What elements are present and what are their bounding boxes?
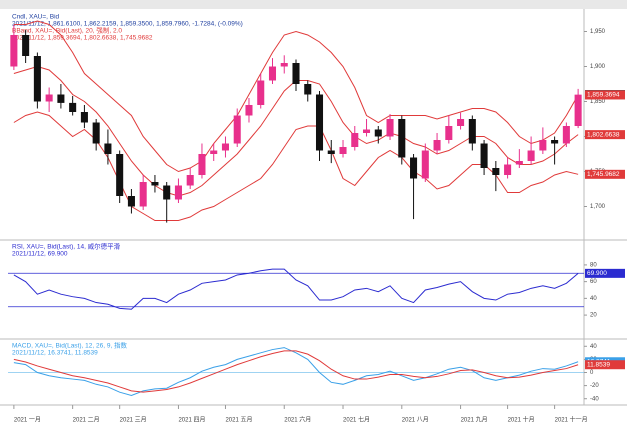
x-tick-label: 2021 十月	[508, 416, 535, 424]
series-line	[13, 268, 579, 310]
y-tick-label: 40	[590, 344, 597, 350]
candle-body	[374, 129, 382, 137]
candle-body	[292, 63, 300, 84]
panel-title: MACD, XAU=, Bid(Last), 12, 26, 9, 指数	[12, 341, 128, 350]
series-line	[13, 347, 579, 396]
candle-body	[198, 154, 206, 175]
candle-body	[139, 182, 147, 207]
candle-body	[116, 154, 124, 196]
candle-body	[104, 143, 112, 154]
candle-body	[45, 94, 53, 102]
y-tick-label: 1,900	[590, 64, 606, 70]
panel-title: Cndl, XAU=, Bid	[12, 14, 60, 21]
overlay-readout: 2021/11/12, 1,859.3694, 1,802.6638, 1,74…	[12, 35, 153, 42]
candle-body	[421, 150, 429, 179]
x-tick-label: 2021 八月	[402, 417, 429, 424]
candle-body	[327, 150, 335, 154]
top-bar	[0, 0, 627, 9]
y-tick-label: 20	[590, 313, 597, 319]
x-tick-label: 2021 三月	[120, 417, 147, 424]
series-line	[13, 350, 579, 393]
candle-body	[504, 164, 512, 175]
candle-body	[410, 157, 418, 179]
value-tag: 1,745.9682	[587, 171, 620, 178]
candle-body	[210, 150, 218, 154]
x-tick-label: 2021 六月	[284, 416, 311, 424]
candle-body	[492, 168, 500, 175]
candle-body	[80, 112, 88, 123]
candle-body	[280, 63, 288, 67]
candle-body	[22, 35, 30, 56]
candle-body	[33, 56, 41, 102]
y-tick-label: -20	[590, 383, 599, 389]
candle-body	[551, 140, 559, 144]
candle-body	[574, 94, 582, 126]
candle-body	[57, 94, 65, 103]
panel-title: RSI, XAU=, Bid(Last), 14, 威尔德平滑	[12, 242, 121, 251]
x-tick-label: 2021 二月	[73, 417, 100, 424]
candle-body	[445, 126, 453, 140]
x-tick-label: 2021 一月	[14, 417, 41, 424]
candle-body	[351, 133, 359, 147]
x-tick-label: 2021 七月	[343, 416, 370, 424]
candle-body	[339, 147, 347, 154]
y-tick-label: 1,700	[590, 204, 606, 210]
candle-body	[92, 122, 100, 144]
x-tick-label: 2021 九月	[461, 416, 488, 424]
candle-body	[304, 84, 312, 95]
candle-body	[515, 161, 523, 165]
candle-body	[257, 80, 265, 105]
candle-body	[268, 66, 277, 81]
value-tag: 1,859.3694	[587, 92, 620, 99]
candle-body	[468, 119, 476, 144]
candle-body	[245, 105, 253, 116]
candle-body	[433, 140, 441, 151]
y-tick-label: 1,950	[590, 29, 606, 35]
value-tag-bg	[585, 130, 625, 140]
overlay-title: BBand, XAU=, Bid(Last), 20, 强制, 2.0	[12, 26, 122, 35]
value-tag-bg	[585, 90, 625, 100]
value-tag: 1,802.6638	[587, 131, 620, 138]
candle-body	[386, 119, 394, 137]
x-tick-label: 2021 十一月	[555, 416, 588, 424]
y-tick-label: 1,850	[590, 99, 606, 105]
panel-readout: 2021/11/12, 69.900	[12, 251, 68, 258]
y-tick-label: 40	[590, 296, 597, 302]
value-tag-bg	[585, 268, 625, 278]
candle-body	[527, 150, 535, 161]
candle-body	[398, 119, 406, 158]
y-tick-label: -40	[590, 396, 599, 402]
candle-body	[151, 182, 159, 186]
candle-body	[539, 140, 547, 151]
value-tag: 69.900	[587, 270, 607, 277]
candle-body	[174, 185, 182, 200]
x-tick-label: 2021 四月	[178, 417, 205, 424]
candle-body	[221, 143, 229, 151]
panel-readout: 2021/11/12, 16.3741, 11.8539	[12, 350, 98, 357]
candle-body	[315, 94, 324, 151]
series-line	[13, 20, 579, 173]
candle-body	[457, 119, 465, 126]
candle-body	[10, 35, 18, 67]
y-tick-label: 0	[590, 370, 594, 376]
candle-body	[163, 185, 171, 200]
value-tag: 11.8539	[587, 361, 610, 368]
y-tick-label: 80	[590, 262, 597, 268]
candle-body	[127, 196, 135, 207]
candle-body	[233, 115, 241, 144]
candle-body	[69, 102, 77, 112]
candle-body	[186, 175, 194, 186]
value-tag-bg	[585, 360, 625, 370]
x-tick-label: 2021 五月	[225, 417, 252, 424]
candle-body	[480, 143, 488, 168]
panel-readout: 2021/11/12, 1,861.6100, 1,862.2159, 1,85…	[12, 21, 243, 28]
value-tag-bg	[585, 169, 625, 179]
candle-body	[562, 126, 570, 144]
candle-body	[363, 129, 371, 133]
y-tick-label: 60	[590, 279, 597, 285]
